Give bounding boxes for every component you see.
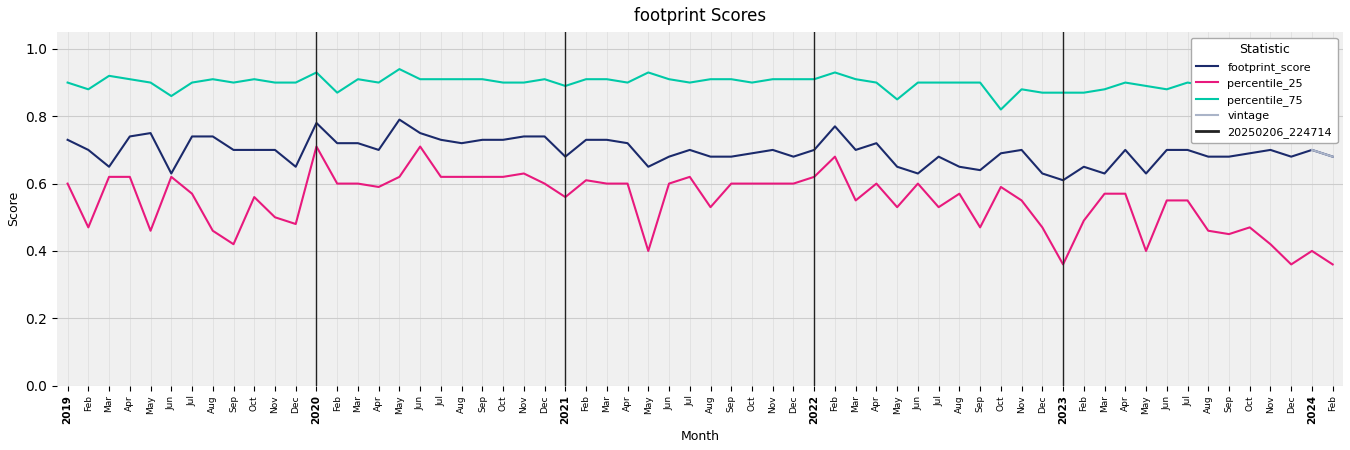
footprint_score <box>163 171 180 176</box>
percentile_75 <box>1324 100 1341 105</box>
footprint_score <box>59 137 76 143</box>
Line: vintage: vintage <box>1312 150 1332 157</box>
Y-axis label: Score: Score <box>7 191 20 226</box>
Line: percentile_25: percentile_25 <box>68 147 1332 265</box>
percentile_75 <box>308 70 324 75</box>
percentile_25 <box>412 144 428 149</box>
percentile_25 <box>163 174 180 180</box>
percentile_75 <box>412 76 428 82</box>
vintage <box>1304 147 1320 153</box>
Line: footprint_score: footprint_score <box>68 120 1332 180</box>
footprint_score <box>1324 154 1341 159</box>
percentile_75 <box>1200 83 1216 89</box>
footprint_score <box>412 130 428 136</box>
Legend: footprint_score, percentile_25, percentile_75, vintage, 20250206_224714: footprint_score, percentile_25, percenti… <box>1191 38 1338 143</box>
percentile_25 <box>308 144 324 149</box>
percentile_25 <box>1054 262 1071 267</box>
percentile_25 <box>329 181 346 186</box>
footprint_score <box>702 154 718 159</box>
percentile_25 <box>702 204 718 210</box>
percentile_75 <box>992 107 1008 112</box>
percentile_25 <box>1200 228 1216 234</box>
footprint_score <box>308 120 324 126</box>
percentile_75 <box>59 80 76 85</box>
footprint_score <box>1200 154 1216 159</box>
percentile_25 <box>1324 262 1341 267</box>
Title: footprint Scores: footprint Scores <box>634 7 767 25</box>
footprint_score <box>848 147 864 153</box>
percentile_75 <box>163 93 180 99</box>
percentile_75 <box>392 67 408 72</box>
percentile_25 <box>848 198 864 203</box>
percentile_25 <box>59 181 76 186</box>
vintage <box>1324 154 1341 159</box>
footprint_score <box>1054 178 1071 183</box>
X-axis label: Month: Month <box>680 430 720 443</box>
footprint_score <box>392 117 408 122</box>
Line: percentile_75: percentile_75 <box>68 69 1332 109</box>
percentile_75 <box>848 76 864 82</box>
percentile_75 <box>702 76 718 82</box>
